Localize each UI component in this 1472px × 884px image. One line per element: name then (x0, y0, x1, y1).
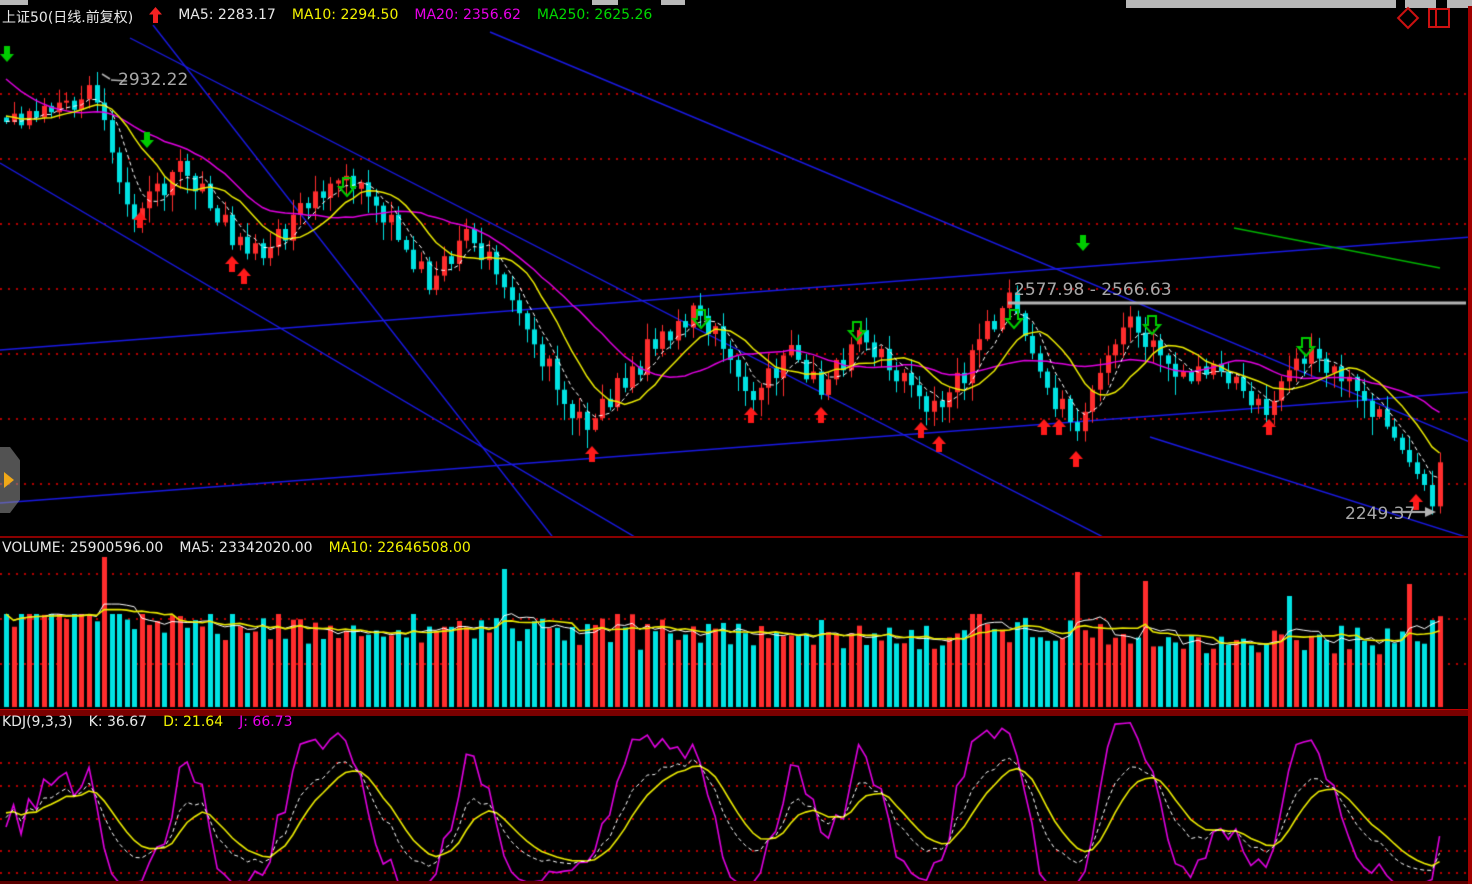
window-edge-notch (1396, 0, 1405, 8)
window-edge-strip (1126, 0, 1472, 8)
sidebar-expand-handle[interactable] (0, 447, 20, 513)
kdj-pane-divider (0, 709, 1468, 716)
peak-price-label: 2932.22 (118, 70, 189, 90)
volume-ma5: MA5: 23342020.00 (179, 540, 313, 556)
split-window-icon-bar (1435, 10, 1438, 26)
ma5-legend: MA5: 2283.17 (178, 7, 276, 23)
split-window-icon[interactable] (1428, 8, 1450, 28)
kdj-k-value: K: 36.67 (88, 714, 148, 730)
gap-price-label: 2577.98 - 2566.63 (1014, 280, 1172, 300)
window-edge-fragment (0, 0, 28, 5)
kdj-header: KDJ(9,3,3) K: 36.67 D: 21.64 J: 66.73 (2, 714, 292, 730)
up-arrow-icon (149, 7, 163, 27)
ma250-legend: MA250: 2625.26 (536, 7, 653, 23)
kdj-j-value: J: 66.73 (239, 714, 293, 730)
ma20-legend: MA20: 2356.62 (414, 7, 521, 23)
window-edge-fragment (592, 0, 618, 5)
kdj-name: KDJ(9,3,3) (2, 714, 73, 730)
low-price-label: 2249.37 (1345, 504, 1416, 524)
volume-ma10: MA10: 22646508.00 (328, 540, 471, 556)
window-edge-fragment (661, 0, 685, 5)
window-edge-notch (1436, 0, 1447, 8)
volume-header: VOLUME: 25900596.00 MA5: 23342020.00 MA1… (2, 540, 471, 556)
bottom-border (0, 881, 1468, 884)
expand-triangle-icon (4, 472, 14, 488)
main-chart-header: 上证50(日线.前复权) MA5: 2283.17 MA10: 2294.50 … (2, 7, 652, 27)
volume-pane-divider (0, 536, 1468, 538)
symbol-title: 上证50(日线.前复权) (2, 10, 134, 26)
right-border (1468, 6, 1472, 884)
ma10-legend: MA10: 2294.50 (291, 7, 399, 23)
kdj-d-value: D: 21.64 (163, 714, 224, 730)
volume-value: VOLUME: 25900596.00 (2, 540, 164, 556)
